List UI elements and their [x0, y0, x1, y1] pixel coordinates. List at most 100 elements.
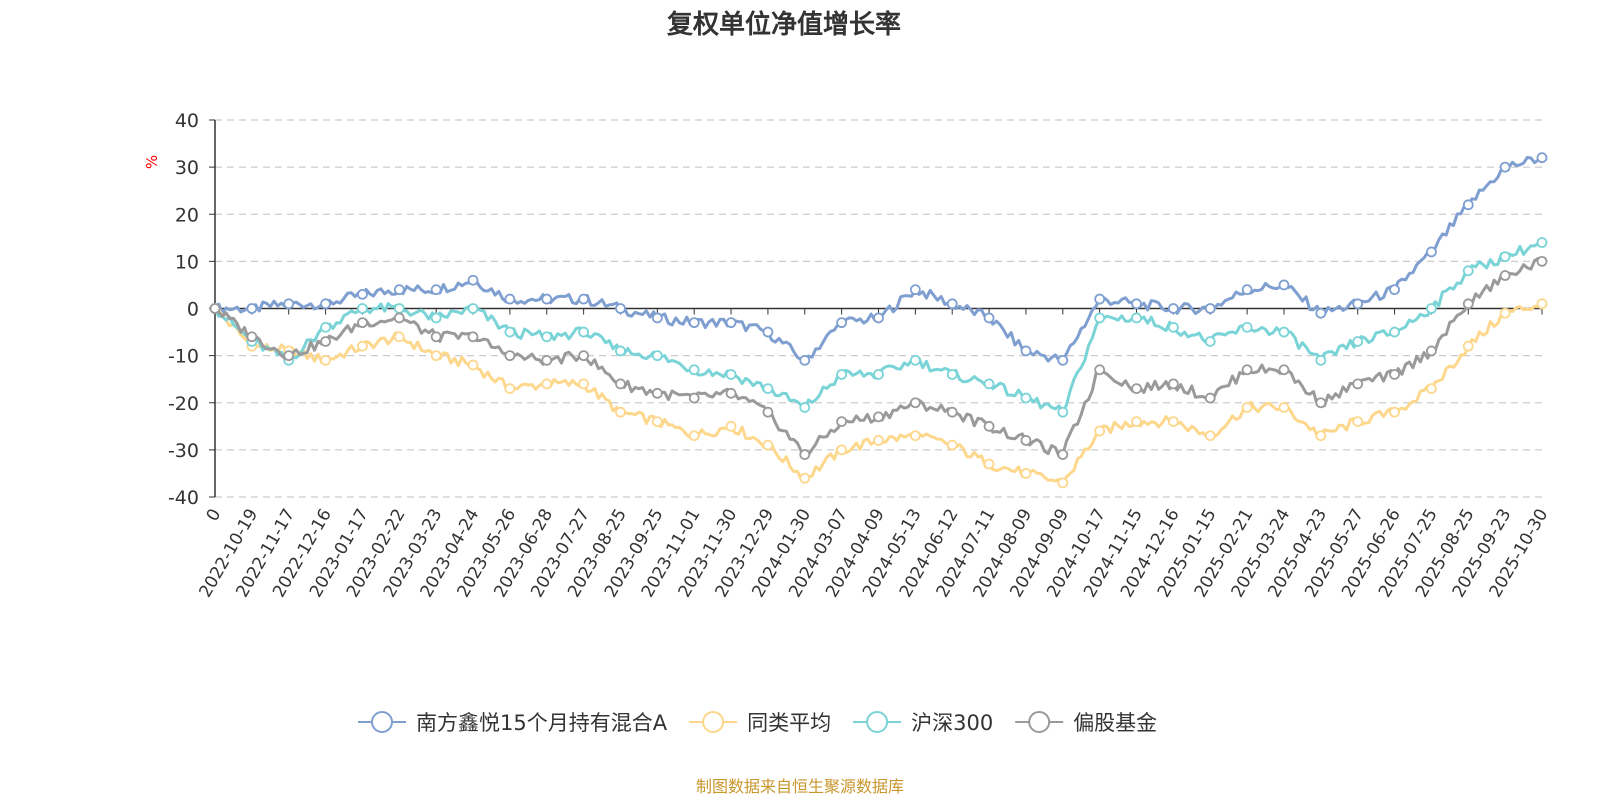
data-point — [1204, 336, 1216, 347]
data-point — [688, 430, 700, 442]
legend-marker — [866, 711, 889, 733]
data-point — [799, 449, 811, 460]
chart-title: 复权单位净值增长率 — [667, 9, 901, 40]
y-tick-label: -30 — [168, 440, 199, 462]
data-point — [1094, 293, 1106, 305]
data-point — [357, 317, 368, 329]
data-point — [1499, 307, 1511, 319]
data-point — [541, 378, 553, 390]
data-point — [467, 359, 479, 371]
data-point — [615, 378, 626, 390]
data-point — [946, 369, 958, 380]
data-point — [1278, 402, 1290, 413]
data-point — [1389, 326, 1400, 338]
data-point — [1094, 364, 1106, 376]
data-point — [1426, 303, 1437, 314]
data-point — [1094, 425, 1106, 437]
data-point — [651, 350, 663, 362]
legend-label: 沪深300 — [911, 711, 993, 735]
data-point — [799, 472, 811, 484]
data-point — [578, 293, 590, 305]
data-point — [909, 430, 921, 442]
data-point — [430, 284, 442, 296]
data-point — [1315, 397, 1327, 409]
data-point — [1204, 303, 1216, 314]
data-point — [909, 354, 921, 366]
legend-label: 同类平均 — [747, 711, 831, 735]
data-point — [873, 312, 884, 324]
data-point — [393, 312, 405, 324]
data-point — [615, 303, 626, 314]
data-point — [1278, 279, 1290, 291]
data-point — [1204, 430, 1216, 442]
data-point — [762, 439, 774, 451]
data-point — [1020, 468, 1032, 479]
data-point — [1352, 336, 1364, 347]
data-point — [320, 298, 331, 310]
data-point — [1057, 406, 1069, 418]
data-point — [762, 383, 774, 395]
legend-item-0[interactable]: 南方鑫悦15个月持有混合A — [358, 711, 668, 735]
data-point — [836, 317, 848, 329]
data-point — [1536, 298, 1548, 310]
data-point — [504, 293, 516, 305]
x-tick-label: 0 — [203, 506, 226, 525]
data-point — [983, 378, 995, 390]
data-point — [578, 326, 590, 338]
data-point — [1057, 354, 1069, 366]
data-point — [1426, 345, 1437, 357]
data-point — [246, 331, 258, 343]
legend-item-3[interactable]: 偏股基金 — [1015, 711, 1157, 735]
data-point — [1241, 402, 1253, 413]
y-tick-label: 0 — [187, 299, 199, 321]
data-point — [393, 303, 405, 314]
data-point — [725, 420, 737, 432]
data-point — [1426, 246, 1437, 258]
data-point — [1389, 406, 1400, 418]
y-tick-label: -40 — [168, 487, 199, 509]
legend-item-1[interactable]: 同类平均 — [689, 711, 831, 735]
series-line — [214, 302, 1543, 485]
data-point — [1352, 298, 1364, 310]
data-point — [1426, 383, 1437, 395]
data-point — [836, 444, 848, 456]
y-tick-label: -10 — [168, 346, 199, 368]
data-point — [1462, 199, 1474, 211]
data-point — [1020, 392, 1032, 404]
data-point — [909, 284, 921, 296]
data-point — [1131, 298, 1142, 310]
data-point — [1167, 321, 1179, 333]
y-tick-label: 30 — [175, 157, 199, 179]
data-point — [836, 416, 848, 428]
y-tick-label: 40 — [175, 110, 199, 132]
data-point — [1499, 161, 1511, 173]
data-point — [1499, 270, 1511, 281]
data-point — [946, 406, 958, 418]
data-point — [504, 326, 516, 338]
series-line — [213, 156, 1543, 363]
data-point — [430, 312, 442, 324]
legend-item-2[interactable]: 沪深300 — [853, 711, 993, 735]
data-point — [1315, 430, 1327, 442]
series-group — [209, 152, 1548, 489]
data-point — [504, 350, 516, 362]
data-point — [1131, 416, 1142, 428]
data-point — [430, 350, 442, 362]
y-tick-label: 20 — [175, 204, 199, 226]
data-point — [393, 331, 405, 343]
data-point — [836, 369, 848, 380]
data-point — [1499, 251, 1511, 263]
data-point — [1057, 477, 1069, 489]
data-point — [1462, 340, 1474, 352]
data-point — [541, 293, 553, 305]
data-point — [725, 387, 737, 399]
data-point — [578, 350, 590, 362]
data-point — [725, 317, 737, 329]
legend-label: 南方鑫悦15个月持有混合A — [416, 711, 668, 735]
data-point — [873, 369, 884, 380]
data-point — [1352, 378, 1364, 390]
data-point — [467, 303, 479, 314]
series-0 — [209, 152, 1548, 366]
data-point — [1536, 255, 1548, 267]
legend[interactable]: 南方鑫悦15个月持有混合A 同类平均 沪深300 偏股基金 — [358, 711, 1157, 735]
